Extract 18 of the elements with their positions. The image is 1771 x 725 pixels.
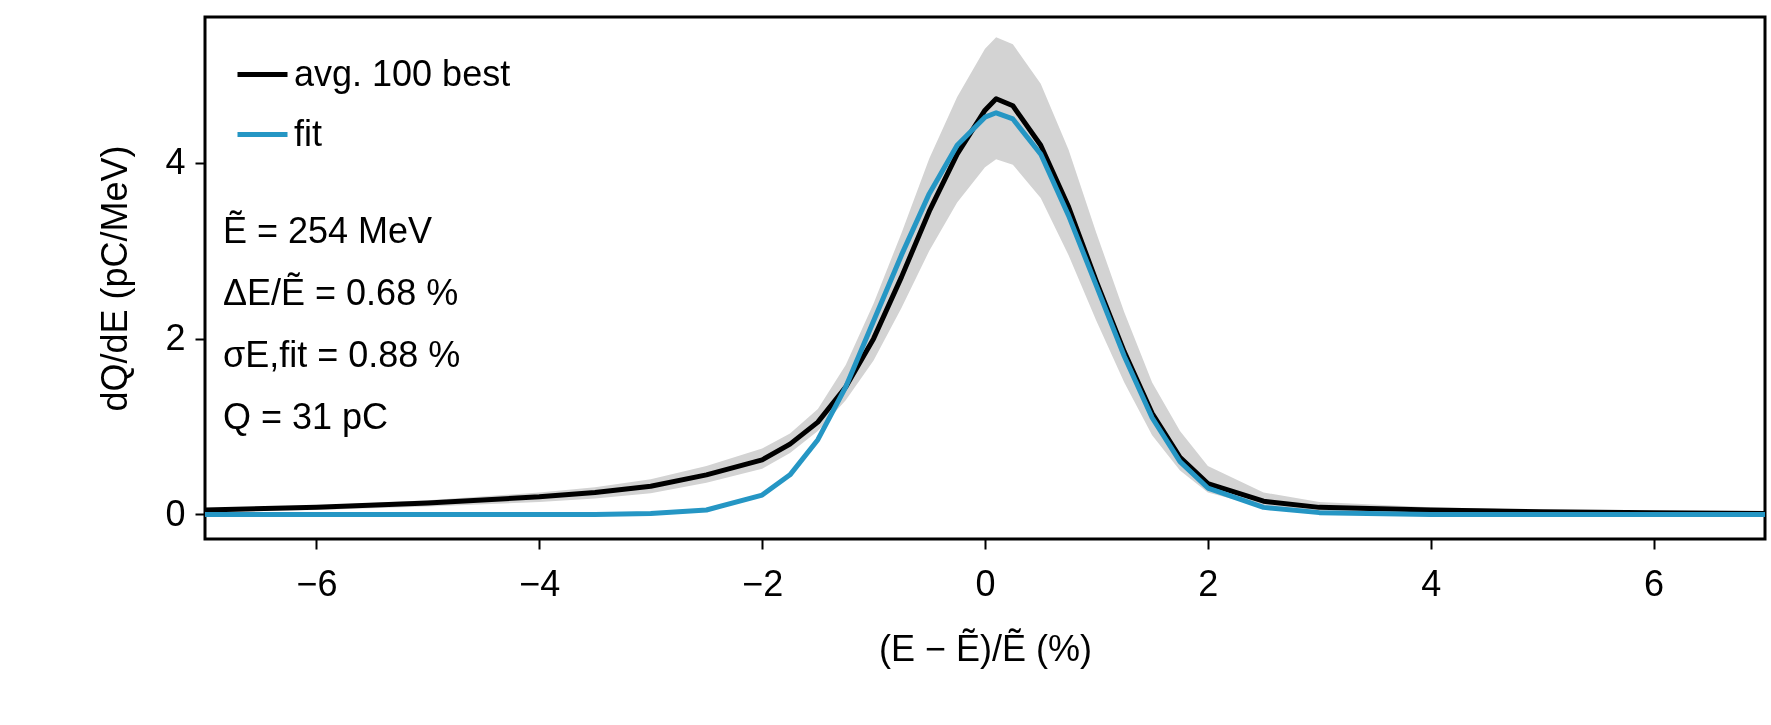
x-tick-label: 4 bbox=[1421, 562, 1442, 604]
y-axis-title: dQ/dE (pC/MeV) bbox=[94, 145, 136, 412]
annotation: ΔE/Ẽ = 0.68 % bbox=[223, 272, 459, 313]
annotation: σE,fit = 0.88 % bbox=[223, 334, 461, 375]
y-tick-label: 4 bbox=[165, 141, 186, 183]
x-tick-label: 0 bbox=[975, 562, 996, 604]
y-tick-label: 2 bbox=[165, 317, 186, 359]
x-axis-title: (E − Ẽ)/Ẽ (%) bbox=[878, 627, 1093, 669]
annotation: Ẽ = 254 MeV bbox=[223, 210, 433, 251]
annotation: Q = 31 pC bbox=[223, 396, 389, 437]
legend-label: avg. 100 best bbox=[294, 52, 511, 94]
x-tick-label: −6 bbox=[296, 562, 338, 604]
x-tick-label: 2 bbox=[1198, 562, 1219, 604]
x-tick-label: 6 bbox=[1644, 562, 1665, 604]
x-tick-label: −4 bbox=[519, 562, 561, 604]
x-tick-label: −2 bbox=[742, 562, 784, 604]
y-tick-label: 0 bbox=[165, 492, 186, 534]
legend-label: fit bbox=[294, 112, 323, 154]
